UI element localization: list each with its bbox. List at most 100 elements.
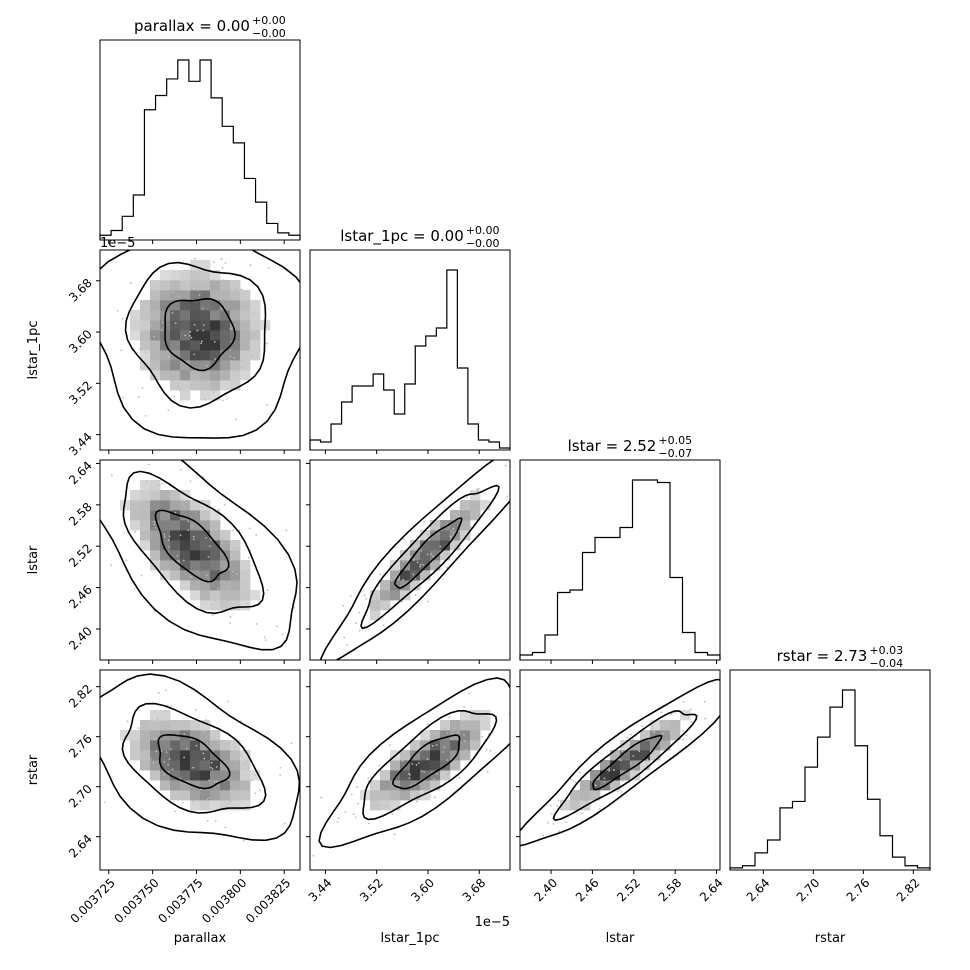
- density-cell: [180, 500, 191, 511]
- sample-point: [229, 327, 232, 330]
- density-cell: [190, 350, 201, 361]
- sample-point: [212, 279, 215, 282]
- density-cell: [140, 530, 151, 541]
- sample-point: [248, 527, 251, 530]
- sample-point: [147, 741, 150, 744]
- title-parallax: parallax = 0.00: [134, 17, 250, 35]
- contour-line: [394, 517, 463, 589]
- sample-point: [194, 370, 197, 373]
- sample-point: [389, 744, 391, 747]
- sample-point: [420, 577, 423, 580]
- density-cell: [150, 300, 161, 311]
- density-cell: [230, 780, 241, 791]
- sample-point: [331, 663, 333, 665]
- sample-point: [463, 733, 465, 736]
- density-cell: [170, 300, 181, 311]
- sample-point: [221, 399, 224, 402]
- sample-point: [549, 804, 552, 807]
- density-cell: [440, 750, 451, 761]
- sample-point: [263, 636, 266, 639]
- sample-point: [252, 311, 255, 314]
- density-cell: [610, 760, 621, 771]
- sample-point: [212, 391, 215, 394]
- sample-point: [240, 580, 243, 583]
- x-tick-label-rstar: 2.70: [794, 876, 823, 905]
- density-cell: [180, 720, 191, 731]
- sample-point: [194, 708, 197, 711]
- sample-point: [92, 311, 94, 313]
- density-cell: [200, 570, 211, 581]
- density-cell: [170, 530, 181, 541]
- sample-point: [355, 622, 357, 625]
- density-cell: [430, 740, 441, 751]
- density-cell: [590, 790, 601, 801]
- density-cell: [160, 350, 171, 361]
- sample-point: [229, 622, 231, 625]
- sample-point: [477, 487, 480, 490]
- density-cell: [200, 530, 211, 541]
- y-tick-label-rstar: 2.82: [66, 682, 95, 711]
- sample-point: [125, 559, 128, 562]
- density-cell: [150, 310, 161, 321]
- contour-line: [360, 484, 500, 630]
- density-cell: [200, 790, 211, 801]
- density-cell: [140, 520, 151, 531]
- density-cell: [450, 510, 461, 521]
- density-cell: [650, 740, 661, 751]
- sample-point: [352, 813, 355, 816]
- sample-point: [283, 822, 286, 825]
- density-cell: [400, 570, 411, 581]
- sample-point: [211, 614, 214, 616]
- sample-point: [181, 801, 184, 804]
- histogram-lstar_1pc: [309, 269, 511, 450]
- sample-point: [168, 356, 171, 359]
- sample-point: [155, 750, 158, 753]
- density-cell: [150, 720, 161, 731]
- sample-point: [401, 601, 404, 603]
- sample-point: [148, 318, 151, 320]
- density-cell: [580, 780, 591, 791]
- sample-point: [434, 732, 436, 734]
- sample-point: [603, 781, 606, 783]
- density-cell: [240, 350, 251, 361]
- density-cell: [450, 760, 461, 771]
- sample-point: [179, 389, 182, 392]
- sample-point: [226, 297, 228, 300]
- density-cell: [190, 760, 201, 771]
- sample-point: [379, 585, 382, 588]
- density-cell: [460, 750, 471, 761]
- sample-point: [279, 774, 282, 776]
- sample-point: [240, 754, 243, 757]
- sample-point: [161, 321, 164, 324]
- density-cell: [150, 550, 161, 561]
- sample-point: [550, 813, 553, 815]
- density-cell: [220, 770, 231, 781]
- sample-point: [160, 750, 163, 752]
- sample-point: [140, 301, 143, 304]
- density-cell: [220, 570, 231, 581]
- density-cell: [170, 780, 181, 791]
- sample-point: [205, 719, 208, 721]
- sample-point: [621, 750, 624, 753]
- density-cell: [210, 360, 221, 371]
- sample-point: [393, 833, 396, 836]
- sample-point: [386, 789, 389, 792]
- contour-line: [391, 734, 461, 790]
- density-cell: [230, 570, 241, 581]
- density-cell: [250, 300, 261, 311]
- density-cell: [370, 800, 381, 811]
- sample-point: [375, 597, 378, 600]
- sample-point: [220, 295, 223, 298]
- sample-point: [203, 757, 206, 760]
- sample-point: [439, 522, 441, 525]
- sample-point: [430, 553, 432, 556]
- sample-point: [475, 725, 478, 727]
- density-cell: [150, 730, 161, 741]
- sample-point: [382, 624, 385, 627]
- x-tick-label-lstar_1pc: 3.44: [306, 876, 335, 905]
- density-cell: [180, 530, 191, 541]
- density-cell: [420, 550, 431, 561]
- sample-point: [443, 746, 446, 749]
- sample-point: [423, 520, 425, 523]
- density-cell: [240, 790, 251, 801]
